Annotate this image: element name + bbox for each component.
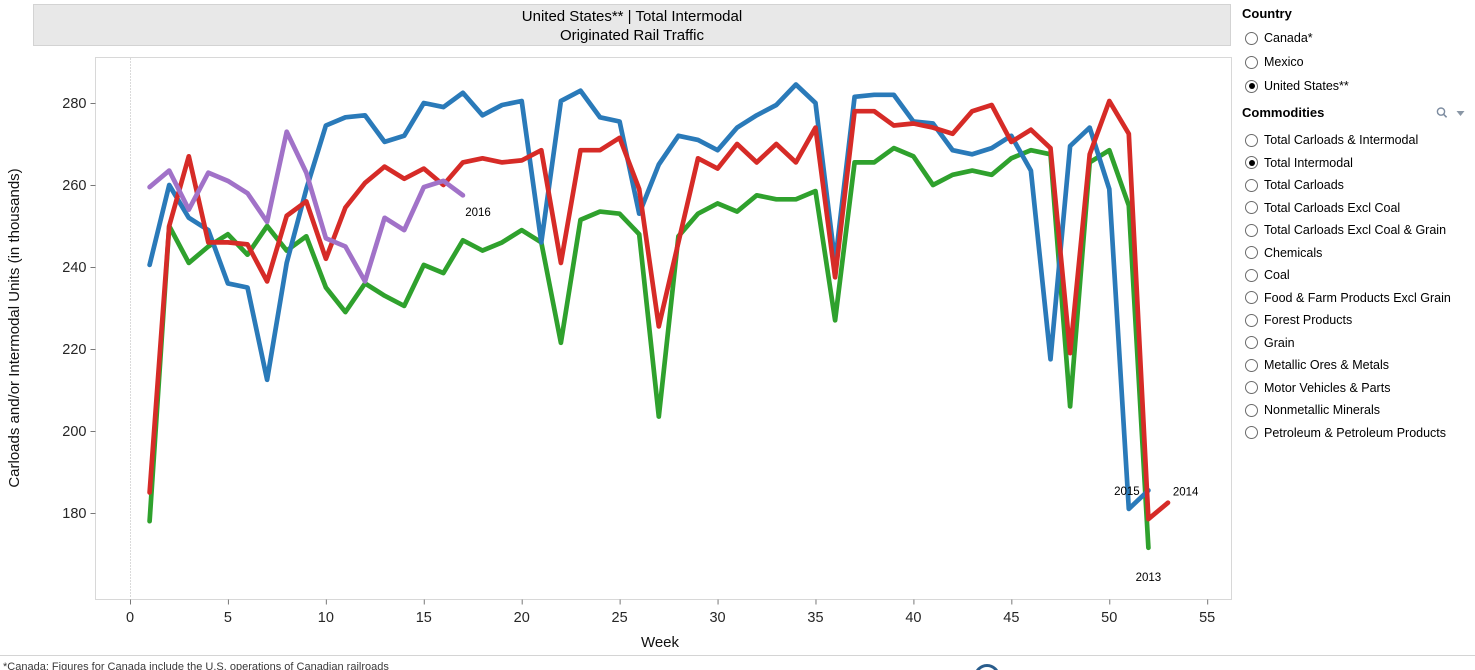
radio-option-food-farm-products-excl-grain[interactable]: Food & Farm Products Excl Grain	[1242, 287, 1475, 310]
radio-label: Total Carloads Excl Coal	[1264, 200, 1401, 215]
series-2016-line[interactable]	[147, 129, 466, 284]
radio-button[interactable]	[1245, 178, 1258, 192]
x-tick-label: 25	[612, 610, 628, 626]
radio-label: Canada*	[1264, 31, 1313, 45]
radio-option-total-intermodal[interactable]: Total Intermodal	[1242, 152, 1475, 175]
plot-area	[95, 57, 1232, 600]
radio-button[interactable]	[1245, 426, 1258, 440]
chevron-down-icon[interactable]	[1456, 110, 1465, 117]
radio-option-total-carloads[interactable]: Total Carloads	[1242, 174, 1475, 197]
radio-button[interactable]	[1245, 336, 1258, 350]
series-2015-line[interactable]	[147, 82, 1151, 512]
radio-button[interactable]	[1245, 268, 1258, 282]
radio-option-petroleum-petroleum-products[interactable]: Petroleum & Petroleum Products	[1242, 422, 1475, 445]
radio-label: Forest Products	[1264, 313, 1353, 328]
year-label-2013: 2013	[1136, 572, 1162, 584]
y-tick-label: 180	[62, 506, 86, 522]
x-tick-label: 20	[514, 610, 530, 626]
footnote-text: *Canada: Figures for Canada include the …	[3, 661, 389, 670]
radio-button[interactable]	[1245, 201, 1258, 215]
radio-label: Mexico	[1264, 55, 1304, 69]
country-filter-header: Country	[1242, 6, 1292, 21]
radio-label: Nonmetallic Minerals	[1264, 403, 1381, 418]
x-axis-title: Week	[641, 634, 680, 651]
radio-label: Coal	[1264, 268, 1290, 283]
radio-label: Petroleum & Petroleum Products	[1264, 425, 1447, 440]
radio-button[interactable]	[1245, 403, 1258, 417]
chart-title-line2: Originated Rail Traffic	[560, 27, 704, 44]
y-tick-label: 200	[62, 424, 86, 440]
x-tick-label: 0	[126, 610, 134, 626]
x-tick-label: 15	[416, 610, 432, 626]
radio-label: United States**	[1264, 79, 1349, 93]
radio-label: Motor Vehicles & Parts	[1264, 380, 1391, 395]
radio-label: Food & Farm Products Excl Grain	[1264, 290, 1451, 305]
radio-button[interactable]	[1245, 156, 1258, 170]
y-tick-label: 280	[62, 96, 86, 112]
radio-label: Metallic Ores & Metals	[1264, 358, 1390, 373]
radio-button[interactable]	[1245, 79, 1258, 93]
radio-label: Chemicals	[1264, 245, 1323, 260]
year-label-2015: 2015	[1114, 486, 1140, 498]
radio-button[interactable]	[1245, 358, 1258, 372]
x-tick-label: 40	[905, 610, 921, 626]
radio-option-total-carloads-intermodal[interactable]: Total Carloads & Intermodal	[1242, 129, 1475, 152]
radio-option-total-carloads-excl-coal[interactable]: Total Carloads Excl Coal	[1242, 197, 1475, 220]
radio-button[interactable]	[1245, 133, 1258, 147]
footer-divider	[0, 655, 1475, 656]
x-tick-label: 30	[709, 610, 725, 626]
radio-label: Total Carloads	[1264, 178, 1344, 193]
x-tick-label: 45	[1003, 610, 1019, 626]
year-label-2016: 2016	[465, 207, 491, 219]
radio-option-grain[interactable]: Grain	[1242, 332, 1475, 355]
x-tick-label: 35	[807, 610, 823, 626]
year-label-2014: 2014	[1173, 487, 1199, 499]
country-filter-group: Country Canada* Mexico United States**	[1242, 4, 1475, 98]
country-radio-list: Canada* Mexico United States**	[1242, 26, 1475, 98]
radio-label: Total Intermodal	[1264, 155, 1353, 170]
radio-button[interactable]	[1245, 291, 1258, 305]
x-tick-label: 5	[224, 610, 232, 626]
radio-button[interactable]	[1245, 223, 1258, 237]
series-2013-line[interactable]	[147, 145, 1151, 551]
y-tick-label: 260	[62, 178, 86, 194]
x-tick-label: 10	[318, 610, 334, 626]
commodities-radio-list: Total Carloads & Intermodal Total Intermo…	[1242, 129, 1475, 444]
filter-panel: Country Canada* Mexico United States** Com…	[1242, 0, 1475, 655]
radio-label: Grain	[1264, 335, 1295, 350]
radio-option-canada[interactable]: Canada*	[1242, 26, 1475, 50]
radio-label: Total Carloads & Intermodal	[1264, 133, 1419, 148]
radio-button[interactable]	[1245, 313, 1258, 327]
radio-button[interactable]	[1245, 246, 1258, 260]
radio-option-motor-vehicles-parts[interactable]: Motor Vehicles & Parts	[1242, 377, 1475, 400]
commodities-filter-group: Commodities Total Carloads & Intermodal T…	[1242, 103, 1475, 444]
y-tick-label: 240	[62, 260, 86, 276]
radio-option-nonmetallic-minerals[interactable]: Nonmetallic Minerals	[1242, 399, 1475, 422]
radio-option-total-carloads-excl-coal-grain[interactable]: Total Carloads Excl Coal & Grain	[1242, 219, 1475, 242]
radio-option-coal[interactable]: Coal	[1242, 264, 1475, 287]
series-2014-line[interactable]	[147, 98, 1171, 522]
search-icon[interactable]	[1435, 106, 1449, 120]
y-tick-label: 220	[62, 342, 86, 358]
radio-option-chemicals[interactable]: Chemicals	[1242, 242, 1475, 265]
radio-label: Total Carloads Excl Coal & Grain	[1264, 223, 1447, 238]
commodities-filter-title: Commodities	[1242, 105, 1325, 120]
radio-option-metallic-ores-metals[interactable]: Metallic Ores & Metals	[1242, 354, 1475, 377]
chart-title: United States** | Total Intermodal Origi…	[33, 4, 1231, 46]
commodities-filter-header: Commodities	[1242, 103, 1475, 125]
chart-title-line1: United States** | Total Intermodal	[521, 8, 743, 25]
radio-option-mexico[interactable]: Mexico	[1242, 50, 1475, 74]
y-axis-title: Carloads and/or Intermodal Units (in tho…	[6, 168, 23, 487]
radio-button[interactable]	[1245, 55, 1258, 69]
x-tick-label: 55	[1199, 610, 1215, 626]
radio-button[interactable]	[1245, 31, 1258, 45]
x-tick-label: 50	[1101, 610, 1117, 626]
radio-option-forest-products[interactable]: Forest Products	[1242, 309, 1475, 332]
radio-button[interactable]	[1245, 381, 1258, 395]
radio-option-united-states[interactable]: United States**	[1242, 74, 1475, 98]
